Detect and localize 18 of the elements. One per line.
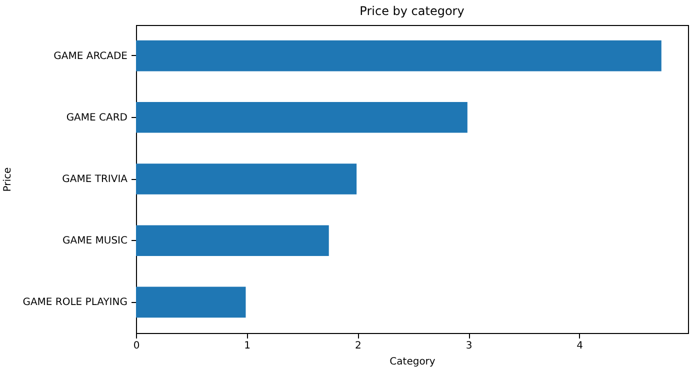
x-tick-label: 3 <box>466 340 472 352</box>
bar <box>136 40 662 72</box>
chart-title: Price by category <box>360 4 464 18</box>
bar <box>136 225 329 256</box>
x-tick-label: 0 <box>133 340 140 352</box>
y-tick-label: GAME CARD <box>66 112 128 124</box>
y-tick-label: GAME MUSIC <box>62 236 128 247</box>
y-tick-label: GAME ROLE PLAYING <box>22 297 128 308</box>
x-tick-label: 4 <box>576 340 584 352</box>
x-tick-label: 2 <box>355 340 362 352</box>
y-tick-label: GAME ARCADE <box>54 50 128 62</box>
y-axis-title: Price <box>2 167 14 192</box>
bar <box>136 102 468 133</box>
bar <box>136 286 246 318</box>
x-axis-title: Category <box>390 356 436 368</box>
bar <box>136 164 357 194</box>
y-tick-label: GAME TRIVIA <box>62 174 128 185</box>
x-tick-label: 1 <box>244 340 251 352</box>
